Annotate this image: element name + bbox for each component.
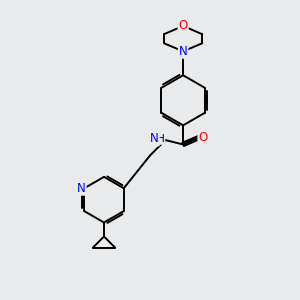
Text: H: H	[157, 134, 164, 144]
Text: N: N	[77, 182, 86, 195]
Text: O: O	[178, 20, 188, 32]
Text: N: N	[150, 133, 159, 146]
Text: O: O	[198, 131, 208, 144]
Text: N: N	[179, 45, 188, 58]
